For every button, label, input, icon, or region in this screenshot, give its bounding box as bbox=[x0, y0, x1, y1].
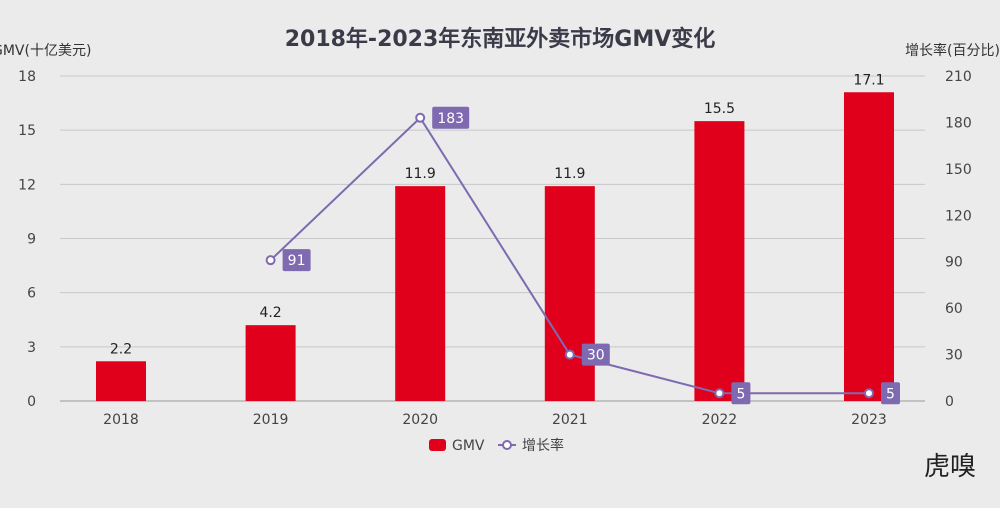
left-tick-label: 12 bbox=[18, 177, 36, 193]
bar-data-label: 11.9 bbox=[554, 166, 585, 182]
x-tick-label: 2023 bbox=[851, 412, 887, 428]
right-tick-label: 180 bbox=[945, 115, 972, 131]
left-axis-label: GMV(十亿美元) bbox=[0, 43, 91, 59]
right-tick-label: 120 bbox=[945, 208, 972, 224]
bar-gmv bbox=[694, 121, 745, 401]
legend-growth-marker bbox=[502, 440, 512, 450]
x-tick-label: 2020 bbox=[402, 412, 438, 428]
bar-data-label: 4.2 bbox=[259, 305, 281, 321]
right-tick-label: 30 bbox=[945, 348, 963, 364]
bar-gmv bbox=[96, 361, 146, 401]
x-tick-label: 2018 bbox=[103, 412, 139, 428]
left-tick-label: 18 bbox=[18, 69, 36, 85]
left-tick-label: 9 bbox=[27, 232, 36, 248]
growth-marker bbox=[564, 349, 575, 360]
huxiu-logo: 虎嗅 bbox=[924, 452, 976, 482]
right-tick-label: 150 bbox=[945, 162, 972, 178]
growth-marker bbox=[265, 255, 276, 266]
bar-gmv bbox=[245, 325, 296, 401]
growth-marker bbox=[415, 112, 426, 123]
bar-gmv bbox=[544, 186, 595, 401]
legend-growth-label: 增长率 bbox=[522, 437, 564, 454]
growth-label-box bbox=[731, 382, 751, 405]
legend-gmv-swatch bbox=[429, 439, 446, 451]
bar-data-label: 15.5 bbox=[704, 101, 735, 117]
legend-gmv-label: GMV bbox=[452, 438, 485, 454]
right-tick-label: 210 bbox=[945, 69, 972, 85]
growth-marker bbox=[714, 388, 725, 399]
left-tick-label: 3 bbox=[27, 340, 36, 356]
growth-data-label: 183 bbox=[437, 111, 464, 127]
growth-label-box bbox=[881, 382, 900, 405]
right-tick-label: 60 bbox=[945, 301, 963, 317]
right-tick-label: 90 bbox=[945, 255, 963, 271]
bar-data-label: 17.1 bbox=[853, 72, 884, 88]
bar-data-label: 11.9 bbox=[405, 166, 436, 182]
left-tick-label: 0 bbox=[27, 394, 36, 410]
growth-data-label: 5 bbox=[736, 386, 745, 402]
growth-data-label: 5 bbox=[886, 386, 895, 402]
left-tick-label: 15 bbox=[18, 123, 36, 139]
x-tick-label: 2022 bbox=[702, 412, 738, 428]
left-tick-label: 6 bbox=[27, 286, 36, 302]
x-tick-label: 2021 bbox=[552, 412, 588, 428]
bar-gmv bbox=[395, 186, 446, 401]
bar-gmv bbox=[844, 92, 894, 401]
growth-label-box bbox=[282, 249, 311, 272]
growth-data-label: 30 bbox=[587, 348, 605, 364]
legend: GMV 增长率 bbox=[429, 437, 564, 454]
right-axis-label: 增长率(百分比) bbox=[905, 42, 1000, 59]
right-tick-label: 0 bbox=[945, 394, 954, 410]
growth-marker bbox=[864, 388, 874, 399]
x-tick-label: 2019 bbox=[253, 412, 289, 428]
growth-label-box bbox=[581, 343, 610, 366]
growth-data-label: 91 bbox=[288, 253, 306, 269]
growth-label-box bbox=[432, 106, 470, 129]
chart-title: 2018年-2023年东南亚外卖市场GMV变化 bbox=[285, 26, 716, 52]
bar-data-label: 2.2 bbox=[110, 341, 132, 357]
